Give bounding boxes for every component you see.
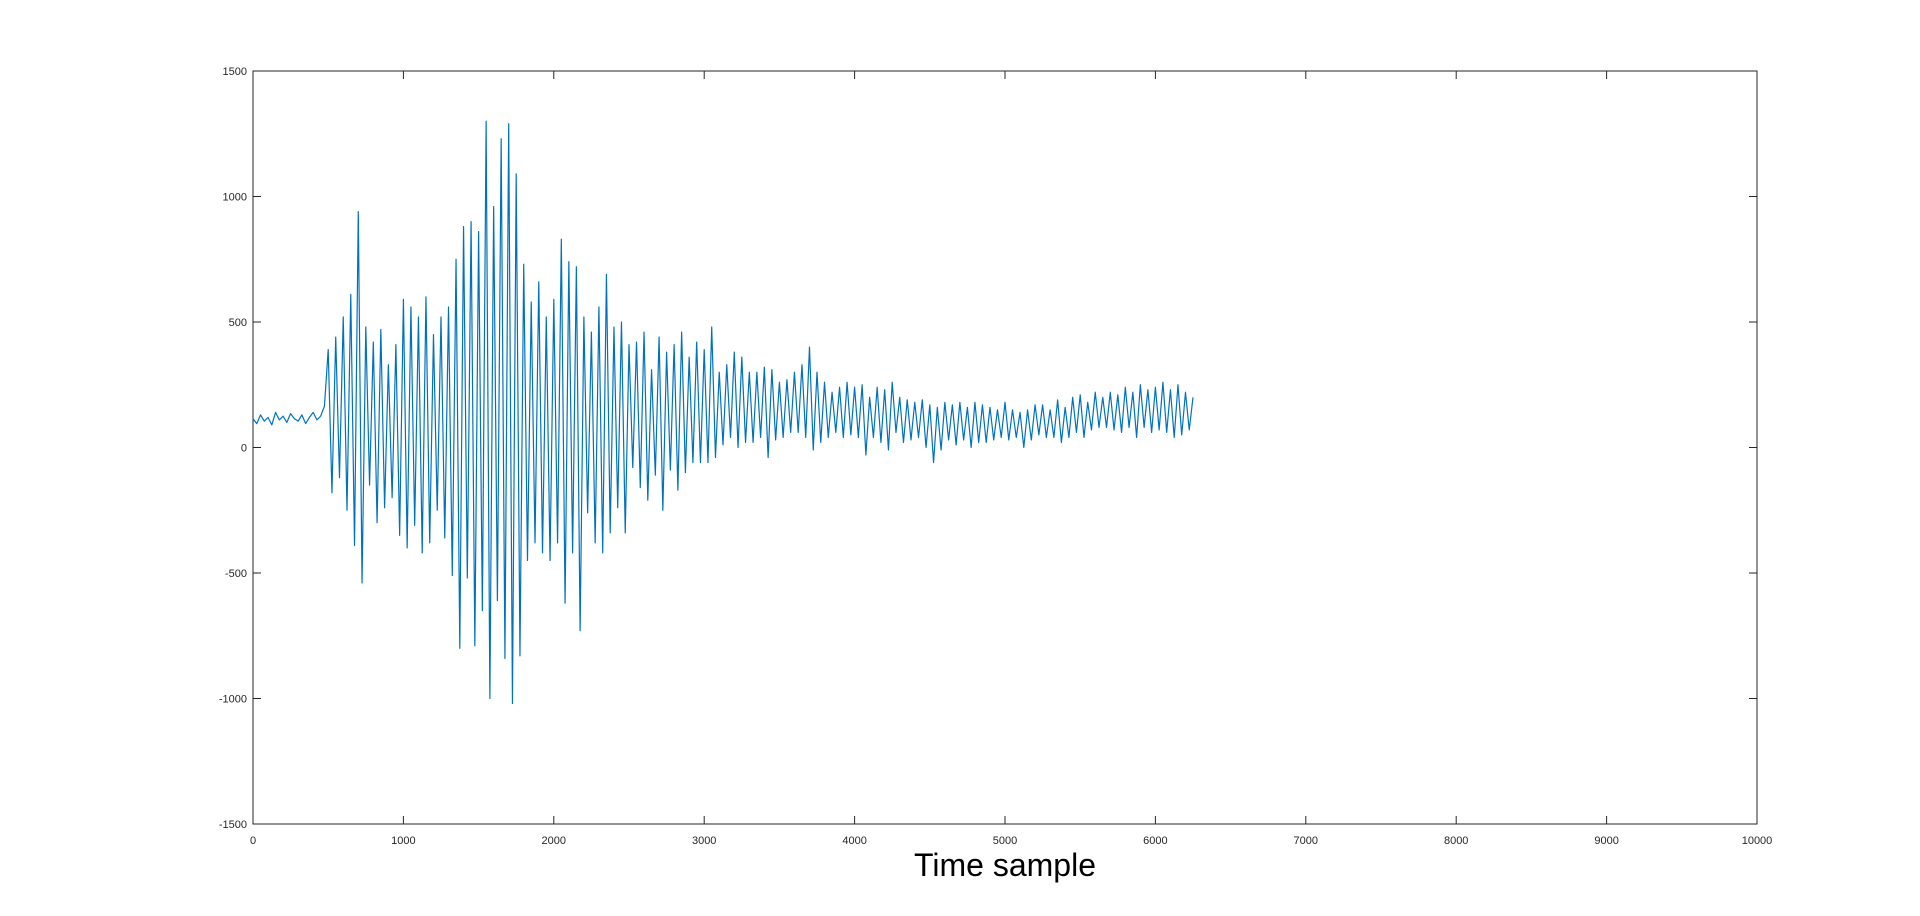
y-tick-label: -500 (225, 568, 247, 580)
y-axis: -1500 -1000 -500 0 500 1000 1500 (219, 66, 1757, 831)
x-tick-label: 0 (250, 835, 256, 847)
x-tick-label: 6000 (1143, 835, 1167, 847)
x-axis: 0 1000 2000 3000 4000 5000 6000 7000 8000 9000 100… (250, 71, 1772, 847)
x-tick-label: 5000 (993, 835, 1017, 847)
y-tick-label: 1000 (223, 192, 247, 204)
plot-area (252, 70, 1758, 825)
y-tick-label: -1000 (219, 694, 247, 706)
x-tick-label: 2000 (542, 835, 566, 847)
x-tick-label: 7000 (1294, 835, 1318, 847)
x-tick-label: 10000 (1742, 835, 1773, 847)
axes-box (252, 70, 1758, 825)
x-tick-label: 8000 (1444, 835, 1468, 847)
y-tick-label: 0 (241, 443, 247, 455)
x-tick-label: 1000 (391, 835, 415, 847)
series-line (252, 120, 1194, 705)
y-tick-label: 500 (229, 317, 247, 329)
x-tick-label: 3000 (692, 835, 716, 847)
y-tick-label: 1500 (223, 66, 247, 78)
y-tick-label: -1500 (219, 819, 247, 831)
x-tick-label: 4000 (842, 835, 866, 847)
x-axis-label: Time sample (914, 847, 1096, 883)
x-tick-label: 9000 (1594, 835, 1618, 847)
